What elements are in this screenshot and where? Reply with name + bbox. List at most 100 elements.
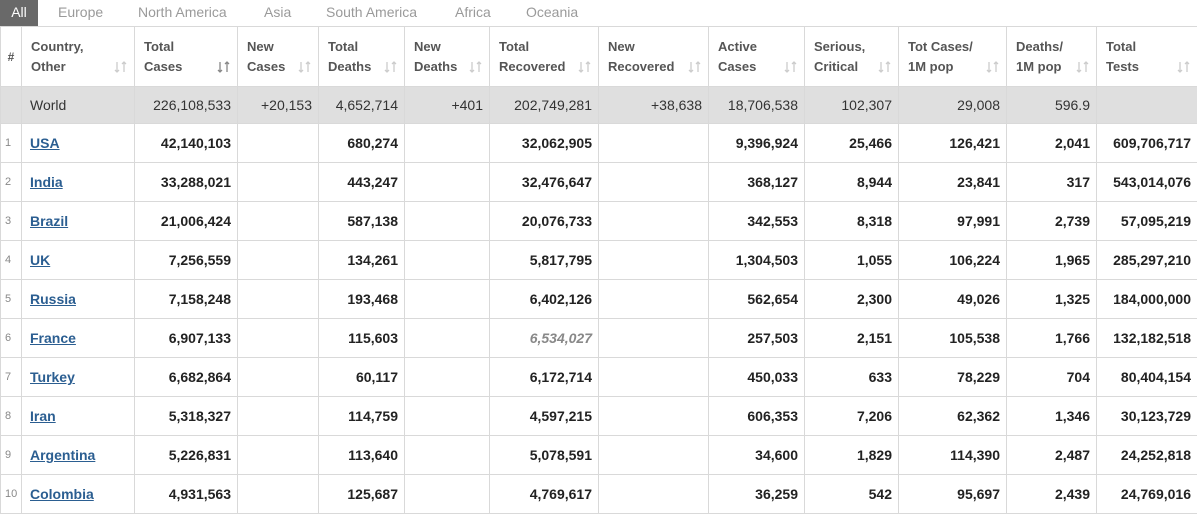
- cell-total-recovered: 202,749,281: [490, 87, 599, 124]
- cell-total-cases: 6,907,133: [135, 319, 238, 358]
- column-header-deaths-per-1m[interactable]: Deaths/1M pop: [1007, 27, 1097, 87]
- cell-total-recovered: 6,534,027: [490, 319, 599, 358]
- cell-total-recovered: 4,769,617: [490, 475, 599, 514]
- cell-total-tests: [1097, 87, 1197, 124]
- country-link[interactable]: USA: [30, 135, 60, 151]
- cell-index: 5: [1, 280, 22, 319]
- cell-new-cases: [238, 202, 319, 241]
- sort-icon[interactable]: [878, 60, 892, 74]
- country-link[interactable]: India: [30, 174, 63, 190]
- cell-serious-critical: 2,300: [805, 280, 899, 319]
- cell-total-deaths: 113,640: [319, 436, 405, 475]
- cell-new-deaths: [405, 280, 490, 319]
- country-link[interactable]: Turkey: [30, 369, 75, 385]
- cell-serious-critical: 542: [805, 475, 899, 514]
- sort-icon[interactable]: [784, 60, 798, 74]
- tab-all[interactable]: All: [0, 0, 38, 26]
- cell-total-cases: 4,931,563: [135, 475, 238, 514]
- cell-total-tests: 184,000,000: [1097, 280, 1197, 319]
- cell-country: Colombia: [22, 475, 135, 514]
- cell-total-deaths: 114,759: [319, 397, 405, 436]
- cell-total-cases: 33,288,021: [135, 163, 238, 202]
- country-link[interactable]: Brazil: [30, 213, 68, 229]
- cell-new-deaths: [405, 436, 490, 475]
- cell-active-cases: 606,353: [709, 397, 805, 436]
- sort-icon[interactable]: [217, 60, 231, 74]
- cell-tot-cases-per-1m: 49,026: [899, 280, 1007, 319]
- cell-active-cases: 1,304,503: [709, 241, 805, 280]
- cell-new-recovered: [599, 124, 709, 163]
- cell-new-cases: [238, 397, 319, 436]
- cell-index: 4: [1, 241, 22, 280]
- cell-total-cases: 7,256,559: [135, 241, 238, 280]
- column-header-country[interactable]: Country,Other: [22, 27, 135, 87]
- tab-north-america[interactable]: North America: [138, 0, 227, 26]
- country-link[interactable]: Colombia: [30, 486, 94, 502]
- cell-total-deaths: 60,117: [319, 358, 405, 397]
- country-link[interactable]: UK: [30, 252, 50, 268]
- cell-total-deaths: 587,138: [319, 202, 405, 241]
- cell-total-cases: 226,108,533: [135, 87, 238, 124]
- cell-total-recovered: 6,172,714: [490, 358, 599, 397]
- cell-active-cases: 257,503: [709, 319, 805, 358]
- column-label: #: [8, 50, 15, 64]
- tab-oceania[interactable]: Oceania: [526, 0, 578, 26]
- cell-serious-critical: 102,307: [805, 87, 899, 124]
- sort-icon[interactable]: [384, 60, 398, 74]
- cell-country: Iran: [22, 397, 135, 436]
- sort-icon[interactable]: [986, 60, 1000, 74]
- column-header-tot-cases-per-1m[interactable]: Tot Cases/1M pop: [899, 27, 1007, 87]
- cell-new-cases: [238, 124, 319, 163]
- country-link[interactable]: Argentina: [30, 447, 95, 463]
- cell-new-recovered: [599, 241, 709, 280]
- sort-icon[interactable]: [1177, 60, 1191, 74]
- cell-total-recovered: 4,597,215: [490, 397, 599, 436]
- column-header-index: #: [1, 27, 22, 87]
- tab-south-america[interactable]: South America: [326, 0, 417, 26]
- cell-total-cases: 7,158,248: [135, 280, 238, 319]
- sort-icon[interactable]: [298, 60, 312, 74]
- cell-new-deaths: +401: [405, 87, 490, 124]
- column-header-serious-critical[interactable]: Serious,Critical: [805, 27, 899, 87]
- sort-icon[interactable]: [1076, 60, 1090, 74]
- cell-total-tests: 24,769,016: [1097, 475, 1197, 514]
- country-link[interactable]: Russia: [30, 291, 76, 307]
- sort-icon[interactable]: [469, 60, 483, 74]
- cell-total-recovered: 6,402,126: [490, 280, 599, 319]
- country-link[interactable]: France: [30, 330, 76, 346]
- cell-new-cases: +20,153: [238, 87, 319, 124]
- cell-deaths-per-1m: 2,041: [1007, 124, 1097, 163]
- cell-index: [1, 87, 22, 124]
- cell-country: World: [22, 87, 135, 124]
- cell-active-cases: 18,706,538: [709, 87, 805, 124]
- cell-new-recovered: [599, 436, 709, 475]
- tab-africa[interactable]: Africa: [455, 0, 491, 26]
- sort-icon[interactable]: [578, 60, 592, 74]
- sort-icon[interactable]: [688, 60, 702, 74]
- cell-new-deaths: [405, 397, 490, 436]
- sort-icon[interactable]: [114, 60, 128, 74]
- country-link[interactable]: Iran: [30, 408, 56, 424]
- cell-tot-cases-per-1m: 95,697: [899, 475, 1007, 514]
- cell-total-recovered: 5,817,795: [490, 241, 599, 280]
- cell-country: Brazil: [22, 202, 135, 241]
- tab-europe[interactable]: Europe: [58, 0, 103, 26]
- cell-new-deaths: [405, 241, 490, 280]
- cell-deaths-per-1m: 2,439: [1007, 475, 1097, 514]
- tab-asia[interactable]: Asia: [264, 0, 291, 26]
- cell-tot-cases-per-1m: 105,538: [899, 319, 1007, 358]
- cell-total-cases: 5,226,831: [135, 436, 238, 475]
